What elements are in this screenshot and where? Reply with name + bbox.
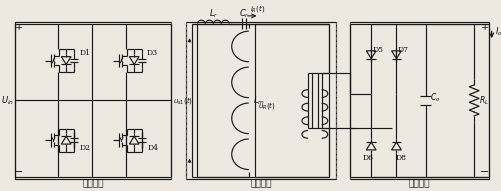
Text: $I_o$: $I_o$ [493,25,501,38]
Text: $C_o$: $C_o$ [429,91,439,104]
Text: D6: D6 [362,154,373,162]
Text: $U_{in}$: $U_{in}$ [1,94,14,107]
Text: $C_r$: $C_r$ [238,8,248,20]
Text: $u_R(t)$: $u_R(t)$ [257,100,275,111]
Text: −: − [14,167,23,177]
Text: +: + [15,23,23,32]
Text: +: + [480,23,488,32]
Text: D4: D4 [147,144,158,152]
Text: 谐振网络: 谐振网络 [249,179,271,188]
Text: D7: D7 [397,46,408,54]
Text: $i_R(t)$: $i_R(t)$ [249,3,265,14]
Bar [15,22,171,179]
Text: −: − [479,167,488,177]
Text: $R_L$: $R_L$ [478,94,488,107]
Text: D2: D2 [79,144,90,152]
Text: D5: D5 [372,46,383,54]
Text: D1: D1 [79,49,90,57]
Text: 开关网络: 开关网络 [82,179,103,188]
Text: $u_{s1}(t)$: $u_{s1}(t)$ [173,95,193,106]
Text: D8: D8 [395,154,406,162]
Text: 滤波网络: 滤波网络 [408,179,429,188]
Text: D3: D3 [147,49,158,57]
Text: $L_m$: $L_m$ [252,94,264,107]
Text: $L_r$: $L_r$ [208,8,217,20]
Bar [185,22,336,179]
Bar [349,22,488,179]
